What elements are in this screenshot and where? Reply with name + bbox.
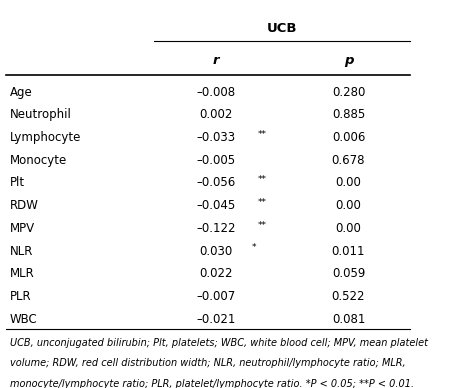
Text: Lymphocyte: Lymphocyte [9, 131, 81, 144]
Text: 0.081: 0.081 [332, 313, 365, 326]
Text: PLR: PLR [9, 290, 31, 303]
Text: 0.022: 0.022 [200, 267, 233, 280]
Text: –0.033: –0.033 [197, 131, 236, 144]
Text: **: ** [258, 130, 267, 139]
Text: **: ** [258, 175, 267, 184]
Text: 0.00: 0.00 [336, 222, 362, 235]
Text: –0.056: –0.056 [197, 177, 236, 189]
Text: RDW: RDW [9, 199, 38, 212]
Text: UCB, unconjugated bilirubin; Plt, platelets; WBC, white blood cell; MPV, mean pl: UCB, unconjugated bilirubin; Plt, platel… [9, 338, 428, 348]
Text: –0.045: –0.045 [197, 199, 236, 212]
Text: NLR: NLR [9, 244, 33, 258]
Text: 0.059: 0.059 [332, 267, 365, 280]
Text: 0.006: 0.006 [332, 131, 365, 144]
Text: 0.885: 0.885 [332, 108, 365, 121]
Text: **: ** [258, 221, 267, 230]
Text: –0.122: –0.122 [197, 222, 236, 235]
Text: volume; RDW, red cell distribution width; NLR, neutrophil/lymphocyte ratio; MLR,: volume; RDW, red cell distribution width… [9, 359, 405, 369]
Text: 0.00: 0.00 [336, 177, 362, 189]
Text: Plt: Plt [9, 177, 25, 189]
Text: 0.011: 0.011 [332, 244, 365, 258]
Text: UCB: UCB [267, 21, 298, 35]
Text: p: p [344, 54, 353, 68]
Text: 0.00: 0.00 [336, 199, 362, 212]
Text: Neutrophil: Neutrophil [9, 108, 72, 121]
Text: –0.007: –0.007 [197, 290, 236, 303]
Text: Monocyte: Monocyte [9, 154, 67, 167]
Text: 0.030: 0.030 [200, 244, 233, 258]
Text: *: * [251, 244, 256, 253]
Text: 0.002: 0.002 [200, 108, 233, 121]
Text: 0.280: 0.280 [332, 86, 365, 99]
Text: monocyte/lymphocyte ratio; PLR, platelet/lymphocyte ratio. *P < 0.05; **P < 0.01: monocyte/lymphocyte ratio; PLR, platelet… [9, 379, 414, 388]
Text: –0.005: –0.005 [197, 154, 236, 167]
Text: **: ** [258, 198, 267, 207]
Text: –0.021: –0.021 [197, 313, 236, 326]
Text: r: r [213, 54, 219, 68]
Text: MLR: MLR [9, 267, 35, 280]
Text: WBC: WBC [9, 313, 37, 326]
Text: –0.008: –0.008 [197, 86, 236, 99]
Text: Age: Age [9, 86, 32, 99]
Text: MPV: MPV [9, 222, 35, 235]
Text: 0.522: 0.522 [332, 290, 365, 303]
Text: 0.678: 0.678 [332, 154, 365, 167]
